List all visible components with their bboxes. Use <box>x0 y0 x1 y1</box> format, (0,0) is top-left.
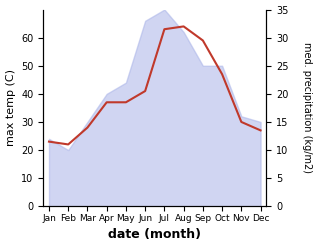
X-axis label: date (month): date (month) <box>108 228 201 242</box>
Y-axis label: med. precipitation (kg/m2): med. precipitation (kg/m2) <box>302 42 313 173</box>
Y-axis label: max temp (C): max temp (C) <box>5 69 16 146</box>
